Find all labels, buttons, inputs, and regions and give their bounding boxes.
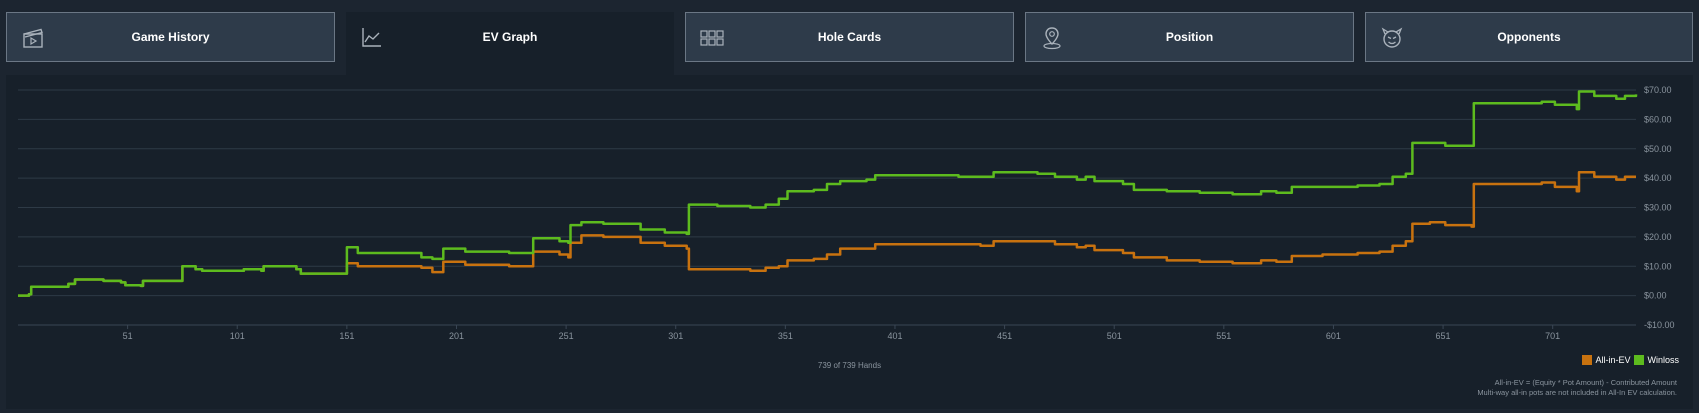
y-tick-label: $30.00: [1644, 203, 1672, 213]
x-tick-label: 401: [887, 331, 902, 341]
x-tick-label: 201: [449, 331, 464, 341]
tab-hole-cards[interactable]: Hole Cards: [685, 12, 1014, 62]
y-tick-label: $10.00: [1644, 261, 1672, 271]
tab-hole-cards-label: Hole Cards: [817, 30, 882, 44]
x-tick-label: 301: [668, 331, 683, 341]
winloss-line: [18, 90, 1638, 297]
grid-icon: [700, 30, 724, 46]
hands-count-caption: 739 of 739 Hands: [817, 361, 882, 370]
x-tick-label: 451: [997, 331, 1012, 341]
x-tick-label: 501: [1107, 331, 1122, 341]
ev-notes: All-in-EV = (Equity * Pot Amount) - Cont…: [1477, 378, 1677, 398]
legend-swatch-all-in-ev: [1582, 355, 1593, 365]
ev-chart: 51 101 151 201 251 301 351 401 451 501 551 601 651 70…: [18, 85, 1675, 341]
tab-position-label: Position: [1165, 30, 1214, 44]
y-tick-label: $20.00: [1644, 232, 1672, 242]
y-tick-label: -$10.00: [1644, 320, 1675, 330]
chart-legend: All-in-EV Winloss: [1582, 355, 1679, 365]
ev-graph-panel: 51 101 151 201 251 301 351 401 451 501 551 601 651 70…: [6, 75, 1693, 409]
x-tick-label: 551: [1216, 331, 1231, 341]
y-tick-label: $50.00: [1644, 144, 1672, 154]
tab-opponents[interactable]: Opponents: [1365, 12, 1693, 62]
x-tick-label: 651: [1436, 331, 1451, 341]
x-tick-label: 101: [230, 331, 245, 341]
tab-ev-graph[interactable]: EV Graph: [346, 12, 674, 75]
x-tick-label: 601: [1326, 331, 1341, 341]
ev-note-formula: All-in-EV = (Equity * Pot Amount) - Cont…: [1494, 378, 1677, 387]
legend-label-all-in-ev: All-in-EV: [1595, 355, 1631, 365]
y-axis: -$10.00 $0.00 $10.00 $20.00 $30.00 $40.00 $50.…: [1644, 85, 1675, 330]
ev-note-multiway: Multi-way all-in pots are not included i…: [1477, 388, 1677, 397]
clapperboard-icon: [23, 28, 43, 48]
series-lines: [18, 90, 1638, 297]
legend-item-all-in-ev[interactable]: All-in-EV: [1582, 355, 1630, 365]
legend-label-winloss: Winloss: [1647, 355, 1679, 365]
y-tick-label: $60.00: [1644, 114, 1672, 124]
grid-lines: [18, 89, 1636, 326]
tab-bar: Game History EV Graph Hole Cards Positio…: [0, 0, 1699, 75]
location-pin-icon: [1043, 27, 1061, 50]
x-tick-label: 51: [123, 331, 133, 341]
x-axis: 51 101 151 201 251 301 351 401 451 501 551 601 651 70…: [18, 324, 1636, 341]
y-tick-label: $0.00: [1644, 291, 1667, 301]
x-tick-label: 251: [559, 331, 574, 341]
tab-game-history[interactable]: Game History: [6, 12, 335, 62]
legend-item-winloss[interactable]: Winloss: [1634, 355, 1679, 365]
y-tick-label: $40.00: [1644, 173, 1672, 183]
tab-position[interactable]: Position: [1025, 12, 1354, 62]
tab-ev-graph-label: EV Graph: [482, 30, 538, 44]
legend-swatch-winloss: [1634, 355, 1645, 365]
x-tick-label: 701: [1545, 331, 1560, 341]
tab-opponents-label: Opponents: [1497, 30, 1561, 44]
x-tick-label: 151: [339, 331, 354, 341]
x-tick-label: 351: [778, 331, 793, 341]
line-chart-icon: [362, 28, 381, 47]
devil-face-icon: [1381, 27, 1403, 48]
tab-game-history-label: Game History: [131, 30, 210, 44]
y-tick-label: $70.00: [1644, 85, 1672, 95]
